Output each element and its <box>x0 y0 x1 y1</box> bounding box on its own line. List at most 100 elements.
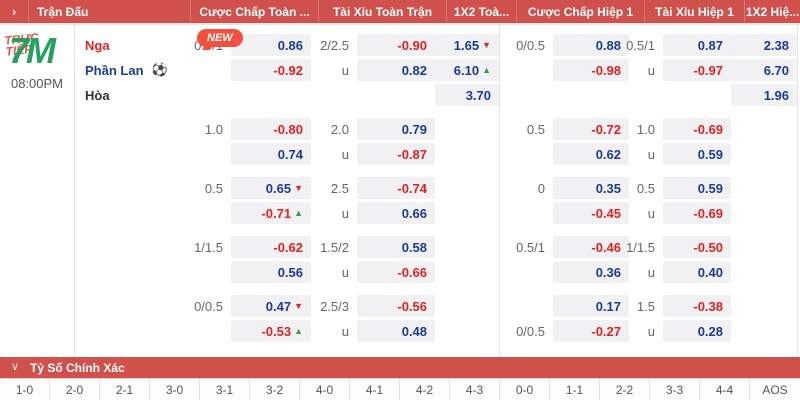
odds-cell[interactable]: -0.87 <box>357 143 435 165</box>
ou-label: u <box>647 62 655 78</box>
empty-cell <box>75 236 185 258</box>
empty-cell <box>75 143 185 165</box>
empty-cell <box>499 295 511 317</box>
odds-cell[interactable]: 2.38 <box>731 34 797 56</box>
ou-label: 2.0 <box>330 121 349 137</box>
expand-chevron-icon[interactable]: › <box>11 4 17 19</box>
score-option[interactable]: 2-1 <box>100 379 150 400</box>
odds-cell[interactable]: -0.50 <box>663 236 731 258</box>
handicap-label <box>511 261 553 283</box>
odds-cell[interactable]: -0.27 <box>553 320 629 342</box>
score-option[interactable]: 4-2 <box>400 379 450 400</box>
empty-cell <box>75 177 185 199</box>
odds-cell[interactable]: 0.74 <box>231 143 311 165</box>
odds-cell[interactable]: 0.66 <box>357 202 435 224</box>
odds-cell[interactable]: 0.62 <box>553 143 629 165</box>
empty-cell <box>435 202 499 224</box>
odds-value: 0.88 <box>595 37 621 53</box>
score-option[interactable]: 2-0 <box>50 379 100 400</box>
odds-cell[interactable]: -0.80 <box>231 118 311 140</box>
odds-cell[interactable]: 0.59 <box>663 143 731 165</box>
score-option[interactable]: 3-1 <box>200 379 250 400</box>
odds-cell[interactable]: 0.40 <box>663 261 731 283</box>
odds-cell[interactable]: -0.66 <box>357 261 435 283</box>
score-option[interactable]: 4-1 <box>350 379 400 400</box>
odds-cell[interactable]: -0.53 ▲ <box>231 320 311 342</box>
odds-value: 0.58 <box>401 239 427 255</box>
odds-value: -0.66 <box>397 264 427 280</box>
odds-cell[interactable]: 1.96 <box>731 84 797 106</box>
odds-cell[interactable]: -0.38 <box>663 295 731 317</box>
odds-cell[interactable]: -0.72 <box>553 118 629 140</box>
score-option[interactable]: 3-0 <box>150 379 200 400</box>
odds-row-group: 0.5 0.65 ▼ 2.5 -0.74 0 0.35 0.5 0.59 -0.7… <box>75 177 800 224</box>
odds-cell[interactable]: -0.69 <box>663 118 731 140</box>
odds-cell[interactable]: -0.46 <box>553 236 629 258</box>
score-option[interactable]: 3-2 <box>250 379 300 400</box>
odds-cell[interactable]: -0.97 <box>663 59 731 81</box>
handicap-label: 0 <box>537 180 545 196</box>
odds-cell[interactable]: -0.62 <box>231 236 311 258</box>
odds-cell[interactable]: 0.58 <box>357 236 435 258</box>
odds-row-group: 1/1.5 -0.62 1.5/2 0.58 0.5/1 -0.46 1/1.5… <box>75 236 800 283</box>
odds-cell[interactable]: 1.65 ▼ <box>435 34 499 56</box>
empty-cell <box>231 84 311 106</box>
odds-cell[interactable]: -0.71 ▲ <box>231 202 311 224</box>
odds-cell[interactable]: -0.92 <box>231 59 311 81</box>
correct-score-row: 1-0 2-0 2-1 3-0 3-1 3-2 4-0 4-1 4-2 4-3 … <box>0 378 800 400</box>
correct-score-bar[interactable]: ∨ Tỷ Số Chính Xác <box>0 357 800 378</box>
score-option[interactable]: 4-4 <box>700 379 750 400</box>
odds-cell[interactable]: 0.36 <box>553 261 629 283</box>
ou-label: u <box>647 323 655 339</box>
score-option[interactable]: 4-0 <box>300 379 350 400</box>
odds-cell[interactable]: -0.98 <box>553 59 629 81</box>
score-option[interactable]: 0-0 <box>500 379 550 400</box>
odds-cell[interactable]: 0.28 <box>663 320 731 342</box>
score-option[interactable]: 1-1 <box>550 379 600 400</box>
odds-row-group: 0/0.5 0.47 ▼ 2.5/3 -0.56 0.17 1.5 -0.38 -… <box>75 295 800 342</box>
odds-cell[interactable]: 0.79 <box>357 118 435 140</box>
ou-label: 2.5/3 <box>320 298 349 314</box>
odds-cell[interactable]: 0.65 ▼ <box>231 177 311 199</box>
odds-value: -0.62 <box>273 239 303 255</box>
odds-value: -0.50 <box>693 239 723 255</box>
correct-score-title: Tỷ Số Chính Xác <box>30 360 125 375</box>
ou-label: u <box>341 264 349 280</box>
odds-cell[interactable]: 3.70 <box>435 84 499 106</box>
away-team: Phần Lan ⚽ <box>75 59 185 81</box>
empty-cell <box>731 118 797 140</box>
odds-cell[interactable]: -0.69 <box>663 202 731 224</box>
odds-value: -0.72 <box>591 121 621 137</box>
score-option[interactable]: 1-0 <box>0 379 50 400</box>
odds-cell[interactable]: 0.87 <box>663 34 731 56</box>
odds-cell[interactable]: -0.45 <box>553 202 629 224</box>
odds-cell[interactable]: 0.56 <box>231 261 311 283</box>
odds-cell[interactable]: 0.59 <box>663 177 731 199</box>
odds-cell[interactable]: 0.88 <box>553 34 629 56</box>
odds-cell[interactable]: 0.17 <box>553 295 629 317</box>
score-option[interactable]: 4-3 <box>450 379 500 400</box>
odds-cell[interactable]: 0.82 <box>357 59 435 81</box>
odds-value: 6.70 <box>763 62 789 78</box>
odds-value: -0.69 <box>693 121 723 137</box>
chevron-down-icon[interactable]: ∨ <box>10 361 20 373</box>
arrow-down-icon: ▼ <box>294 182 303 193</box>
empty-cell <box>663 84 731 106</box>
arrow-down-icon: ▼ <box>294 300 303 311</box>
odds-cell[interactable]: 0.47 ▼ <box>231 295 311 317</box>
empty-cell <box>499 177 511 199</box>
home-team-name: Nga <box>85 37 110 53</box>
odds-cell[interactable]: 6.10 ▲ <box>435 59 499 81</box>
empty-cell <box>435 118 499 140</box>
odds-cell[interactable]: 6.70 <box>731 59 797 81</box>
score-option[interactable]: 2-2 <box>600 379 650 400</box>
score-option-aos[interactable]: AOS <box>762 382 788 397</box>
col-ft-handicap: Cược Chấp Toàn ... <box>190 0 318 23</box>
odds-cell[interactable]: -0.56 <box>357 295 435 317</box>
score-option[interactable]: 3-3 <box>650 379 700 400</box>
odds-cell[interactable]: 0.48 <box>357 320 435 342</box>
odds-cell[interactable]: -0.90 <box>357 34 435 56</box>
odds-cell[interactable]: NEW 0.86 <box>197 29 311 56</box>
odds-cell[interactable]: -0.74 <box>357 177 435 199</box>
odds-cell[interactable]: 0.35 <box>553 177 629 199</box>
